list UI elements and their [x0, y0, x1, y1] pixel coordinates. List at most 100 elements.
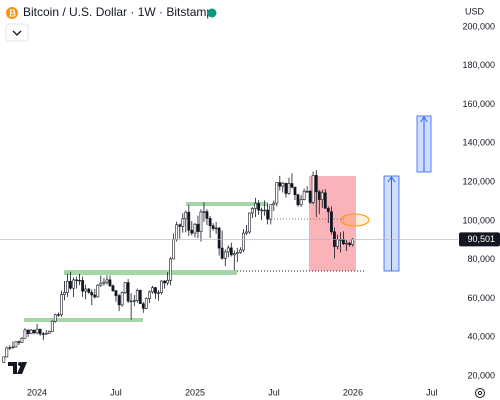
candle-body — [160, 280, 163, 293]
candle-body — [175, 224, 179, 240]
candle-body — [326, 208, 330, 213]
candle-body — [263, 209, 267, 212]
logo — [8, 362, 27, 374]
candle-body — [342, 239, 345, 245]
candle-body — [196, 223, 200, 232]
market-status — [207, 8, 217, 18]
candle-body — [229, 247, 233, 256]
candle-body — [220, 247, 224, 259]
candle-body — [199, 211, 203, 232]
support-zone — [64, 270, 237, 275]
candle-body — [284, 182, 288, 194]
candle-body — [242, 232, 245, 251]
candle-body — [278, 182, 282, 187]
y-tick-label: 120,000 — [462, 176, 495, 186]
y-tick-label: 160,000 — [462, 99, 495, 109]
candle-body — [53, 314, 57, 322]
candle-body — [32, 329, 36, 334]
candle-body — [144, 298, 148, 309]
candle-body — [129, 300, 133, 303]
candle-body — [57, 314, 60, 316]
candle-body — [235, 252, 239, 254]
candle-body — [8, 347, 12, 349]
candle-body — [193, 223, 197, 234]
candle-body — [5, 347, 9, 358]
candle-body — [2, 356, 6, 363]
candle-body — [123, 282, 127, 293]
x-tick-label: 2024 — [27, 387, 47, 397]
candle-body — [47, 331, 51, 334]
price-tag — [459, 232, 500, 247]
collapse-button[interactable] — [5, 23, 29, 42]
candle-body — [60, 294, 63, 316]
y-tick-label: 20,000 — [467, 370, 495, 380]
candle-body — [239, 249, 242, 253]
candle-body — [281, 182, 285, 187]
candle-body — [23, 329, 27, 339]
candle-body — [187, 211, 191, 231]
x-tick-label: Jul — [426, 387, 438, 397]
candle-body — [202, 211, 206, 213]
candle-body — [184, 211, 188, 220]
candles — [2, 170, 355, 363]
settings-button[interactable] — [475, 388, 485, 398]
candle-body — [29, 329, 33, 334]
candle-body — [305, 190, 309, 193]
chevron — [12, 30, 22, 36]
candle-body — [151, 287, 154, 293]
candle-body — [251, 208, 254, 214]
y-tick-label: 60,000 — [467, 293, 495, 303]
price-tag-label: 90,501 — [467, 234, 495, 244]
candle-body — [257, 203, 261, 211]
arrow-head — [420, 116, 428, 123]
candle-body — [172, 239, 176, 260]
candle-body — [108, 279, 112, 287]
candle-body — [266, 209, 270, 220]
candle-body — [330, 211, 333, 233]
candle-body — [69, 280, 72, 289]
y-tick-label: 140,000 — [462, 138, 495, 148]
candle-body — [126, 282, 130, 302]
candle-body — [293, 186, 297, 196]
candle-body — [323, 192, 327, 209]
candle-body — [169, 258, 173, 281]
support-zone — [24, 318, 143, 322]
candle-body — [314, 175, 318, 193]
chart-title: Bitcoin / U.S. Dollar · 1W · Bitstamp — [23, 5, 213, 19]
x-tick-label: 2026 — [343, 387, 363, 397]
candle-body — [20, 337, 24, 343]
currency-label[interactable]: USD — [465, 6, 485, 16]
candle-body — [217, 227, 221, 249]
x-tick-label: Jul — [110, 387, 122, 397]
candle-body — [260, 209, 264, 212]
candle-body — [84, 288, 88, 292]
candle-body — [99, 282, 103, 286]
candle-body — [148, 291, 151, 299]
candle-body — [87, 288, 91, 293]
candle-body — [163, 280, 167, 284]
candle-body — [248, 212, 251, 233]
candle-body — [132, 300, 136, 302]
y-tick-label: 100,000 — [462, 215, 495, 225]
candle-body — [75, 279, 79, 281]
candle-body — [41, 333, 45, 335]
y-tick-label: 40,000 — [467, 332, 495, 342]
candle-body — [269, 204, 273, 220]
y-tick-label: 200,000 — [462, 21, 495, 31]
candle-body — [336, 239, 339, 247]
candle-body — [157, 292, 160, 294]
candle-body — [232, 253, 236, 256]
candle-body — [11, 346, 15, 349]
y-tick-label: 180,000 — [462, 60, 495, 70]
candle-body — [96, 284, 100, 298]
candle-body — [26, 329, 30, 334]
candle-body — [317, 191, 321, 200]
candle-body — [72, 279, 76, 289]
candle-body — [320, 192, 324, 200]
candle-body — [308, 190, 312, 203]
candle-body — [14, 341, 18, 348]
candle-body — [154, 287, 157, 294]
candle-body — [166, 279, 170, 284]
